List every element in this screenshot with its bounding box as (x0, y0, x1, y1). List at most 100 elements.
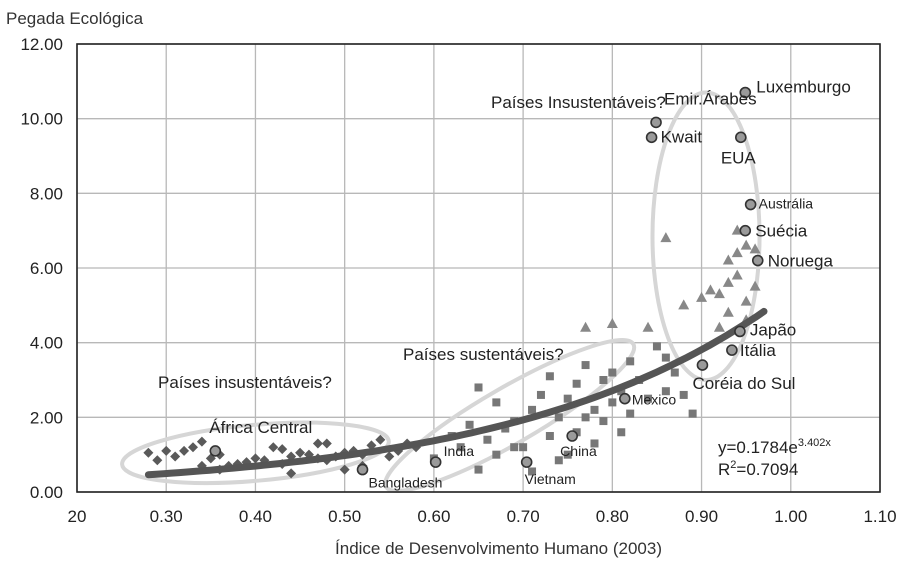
trendline-equation: y=0.1784e3.402x (718, 437, 831, 457)
data-point-square (599, 376, 608, 384)
data-point-square (545, 372, 554, 381)
data-point-diamond (321, 438, 332, 449)
country-marker (645, 131, 658, 144)
data-point-square (688, 409, 697, 418)
y-axis-title: Pegada Ecológica (6, 9, 144, 28)
country-label: Itália (740, 341, 776, 360)
country-label: Luxemburgo (756, 78, 851, 97)
data-point-square (563, 450, 572, 459)
group-ellipses (120, 90, 762, 493)
data-point-square (483, 435, 492, 444)
plot-frame (76, 43, 881, 493)
data-point-diamond (384, 451, 395, 462)
data-point-triangle (696, 291, 708, 302)
country-label: África Central (209, 418, 312, 437)
data-point-diamond (187, 442, 198, 453)
x-tick-label: 20 (68, 507, 87, 526)
x-tick-label: 0.40 (239, 507, 272, 526)
data-point-square (608, 368, 617, 377)
data-point-triangle (660, 232, 672, 243)
country-label: Noruega (768, 252, 834, 271)
group-label: Países Insustentáveis? (491, 93, 666, 112)
data-point-triangle (606, 318, 618, 328)
data-point-square (492, 398, 501, 407)
country-marker (696, 359, 709, 371)
data-point-diamond (196, 436, 207, 447)
data-point-triangle (704, 284, 716, 295)
data-point-triangle (722, 254, 734, 265)
data-point-triangle (749, 280, 761, 291)
data-point-diamond (268, 442, 279, 453)
data-point-square (554, 456, 563, 465)
x-tick-label: 0.70 (507, 507, 540, 526)
group-ellipse (383, 338, 637, 493)
data-point-square (510, 443, 519, 452)
data-point-square (456, 443, 465, 452)
country-label: India (444, 443, 475, 459)
data-point-square (661, 387, 670, 396)
x-tick-label: 1.10 (863, 507, 896, 526)
y-tick-label: 4.00 (30, 334, 63, 353)
group-label: Países sustentáveis? (403, 345, 564, 364)
r-squared: R2=0.7094 (718, 459, 798, 479)
data-point-square (617, 428, 626, 437)
data-point-triangle (678, 299, 690, 310)
data-point-diamond (375, 434, 386, 445)
group-ellipse (120, 420, 391, 486)
data-point-square (581, 413, 590, 422)
axis-tick-labels: 20 0.30 0.40 0.50 0.60 0.70 0.80 0.90 1.00 1.10 0.… (20, 35, 896, 526)
country-marker (751, 254, 764, 267)
country-label: Bangladesh (369, 475, 443, 491)
country-marker (429, 456, 442, 468)
country-label: Kwait (661, 127, 703, 146)
country-label: Suécia (755, 222, 808, 241)
data-point-diamond (339, 464, 350, 475)
data-point-square (652, 342, 661, 351)
data-point-triangle (580, 321, 592, 332)
group-label: Países insustentáveis? (158, 373, 332, 392)
data-point-triangle (722, 306, 734, 317)
country-label: China (560, 443, 597, 459)
data-point-diamond (170, 451, 181, 462)
country-label: Austrália (759, 196, 814, 212)
y-tick-label: 0.00 (30, 483, 63, 502)
data-point-square (536, 390, 545, 399)
data-point-diamond (277, 444, 288, 455)
data-point-square (563, 394, 572, 403)
x-tick-label: 0.60 (417, 507, 450, 526)
data-point-diamond (250, 453, 261, 464)
data-point-diamond (179, 445, 190, 456)
country-marker (566, 430, 578, 442)
group-labels: Países insustentáveis? Países sustentávei… (158, 93, 666, 392)
data-point-diamond (161, 445, 172, 456)
data-point-square (679, 390, 688, 399)
data-point-diamond (295, 447, 306, 458)
country-marker (650, 116, 662, 129)
data-point-triangle (749, 243, 761, 254)
x-tick-label: 1.00 (774, 507, 807, 526)
data-point-square (528, 405, 537, 414)
x-tick-label: 0.50 (328, 507, 361, 526)
data-point-square (572, 379, 581, 388)
country-marker (735, 131, 747, 144)
x-tick-label: 0.30 (150, 507, 183, 526)
data-point-square (528, 467, 537, 476)
country-label: Mexico (632, 392, 677, 408)
exponential-trendline (144, 307, 768, 479)
data-point-square (554, 413, 563, 422)
data-point-triangle (722, 276, 734, 287)
y-tick-label: 10.00 (20, 110, 63, 129)
country-label: Coréia do Sul (692, 374, 795, 393)
data-point-square (608, 398, 617, 407)
data-point-triangle (642, 321, 654, 332)
country-marker (739, 224, 752, 237)
country-marker (209, 445, 222, 457)
data-point-square (572, 428, 581, 437)
country-marker (726, 344, 738, 356)
data-point-square (644, 394, 653, 403)
data-point-square (501, 424, 510, 433)
data-point-triangle (740, 239, 752, 250)
country-marker (734, 325, 746, 338)
